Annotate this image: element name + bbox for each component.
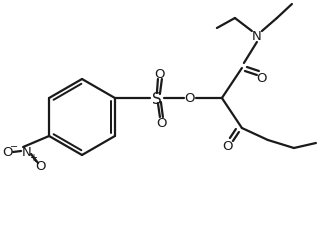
Text: S: S <box>152 91 162 106</box>
Text: N: N <box>252 30 262 43</box>
Text: O: O <box>185 92 195 105</box>
Text: O: O <box>223 140 233 153</box>
Text: N: N <box>22 145 32 158</box>
Text: −: − <box>10 142 18 152</box>
Text: O: O <box>2 146 12 159</box>
Text: +: + <box>29 152 37 162</box>
Text: O: O <box>35 159 45 172</box>
Text: O: O <box>155 67 165 80</box>
Text: O: O <box>157 117 167 130</box>
Text: O: O <box>257 72 267 85</box>
